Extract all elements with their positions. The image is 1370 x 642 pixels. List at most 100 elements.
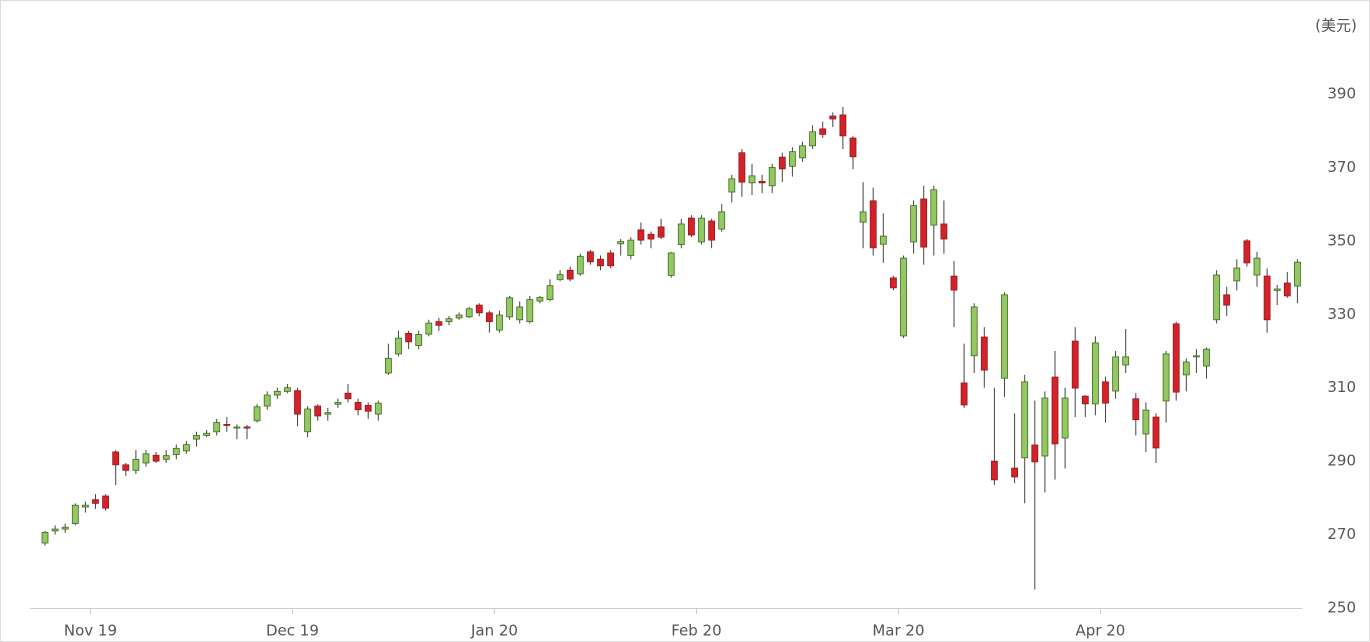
candle-body-up [1092, 342, 1099, 405]
candle-body-up [1273, 288, 1281, 291]
candle-body-down [92, 499, 99, 504]
candle-body-down [314, 405, 322, 417]
candle-body-down [354, 401, 362, 411]
candle-body-up [627, 239, 635, 256]
candle-body-up [51, 528, 59, 532]
candle-body-up [506, 297, 514, 318]
candle-body-up [1193, 355, 1200, 358]
candle-body-down [829, 115, 837, 120]
candle-body-up [698, 217, 705, 243]
candle-body-up [263, 394, 271, 407]
candle-body-down [1051, 376, 1059, 445]
candle-body-up [1182, 361, 1190, 376]
candle-body-down [1283, 282, 1291, 297]
y-axis-unit: (美元) [1315, 17, 1357, 35]
x-tick-label: Dec 19 [266, 622, 319, 640]
candle-body-up [789, 151, 796, 167]
candle-body-up [526, 299, 534, 323]
candle-body-up [253, 406, 261, 422]
candle-body-down [869, 200, 877, 249]
candle-body-down [1011, 467, 1018, 478]
candle-body-up [859, 211, 867, 223]
candle-body-down [587, 251, 594, 263]
candle-body-up [445, 318, 453, 323]
candle-body-down [950, 275, 958, 291]
candle-body-up [970, 306, 978, 357]
candle-body-down [778, 156, 786, 170]
candle-body-up [142, 453, 150, 464]
candle-body-down [1132, 398, 1140, 421]
candle-body-down [1223, 294, 1231, 306]
candle-body-up [71, 504, 79, 524]
candle-body-up [415, 334, 423, 346]
candle-body-down [849, 137, 857, 158]
candle-body-up [203, 432, 211, 436]
x-tick-label: Jan 20 [470, 622, 518, 640]
candle-body-up [41, 531, 49, 544]
candle-body-down [890, 277, 897, 289]
candle-body-down [344, 392, 352, 400]
candle-body-down [223, 424, 231, 426]
candle-body-down [1081, 395, 1089, 405]
candle-body-up [748, 175, 756, 184]
candle-body-up [677, 223, 685, 245]
candle-body-up [1213, 274, 1220, 321]
candle-body-up [809, 131, 816, 147]
y-tick-label: 370 [1327, 158, 1356, 176]
candle-body-up [304, 408, 312, 433]
candle-body-up [536, 296, 544, 302]
candle-body-up [1021, 381, 1029, 459]
candle-body-up [1122, 356, 1130, 366]
candle-body-up [910, 205, 917, 243]
candle-body-down [475, 304, 483, 314]
x-tick-label: Apr 20 [1076, 622, 1126, 640]
candle-body-down [738, 152, 746, 183]
candle-body-down [940, 223, 948, 240]
candle-body-down [1031, 444, 1039, 463]
candle-body-up [455, 314, 463, 319]
candle-body-up [718, 211, 726, 230]
candle-body-up [273, 390, 281, 396]
candle-body-down [960, 382, 968, 406]
candle-body-up [1061, 397, 1069, 439]
candle-body-up [556, 274, 564, 280]
candle-body-up [799, 145, 806, 159]
candle-body-up [667, 252, 675, 276]
x-tick-label: Mar 20 [872, 622, 924, 640]
candle-body-up [496, 314, 503, 331]
y-tick-label: 390 [1327, 85, 1356, 103]
candle-body-up [617, 241, 625, 245]
candle-body-up [1041, 397, 1049, 457]
candle-body-up [1294, 261, 1301, 287]
candle-body-up [900, 257, 907, 337]
candle-body-down [566, 269, 574, 280]
candle-body-up [1112, 356, 1119, 392]
candle-body-down [839, 114, 847, 137]
candle-body-up [1001, 294, 1008, 379]
candle-body-down [657, 226, 665, 238]
y-tick-label: 310 [1327, 378, 1356, 396]
candle-body-up [132, 458, 140, 471]
candle-body-up [516, 306, 524, 321]
candle-body-down [1243, 240, 1251, 264]
candle-body-up [1162, 353, 1170, 402]
candle-body-up [334, 401, 342, 405]
candle-body-down [688, 217, 695, 236]
candle-body-down [607, 252, 614, 267]
x-tick-label: Nov 19 [64, 622, 117, 640]
candle-body-down [1152, 416, 1160, 449]
candle-body-up [576, 255, 584, 275]
candle-body-down [920, 198, 928, 248]
candle-body-down [152, 454, 160, 462]
y-tick-label: 350 [1327, 231, 1356, 249]
candle-body-up [546, 285, 554, 300]
candle-body-down [819, 128, 827, 135]
candle-body-up [395, 337, 402, 355]
candle-body-down [647, 233, 655, 240]
candle-body-down [637, 229, 645, 241]
candle-body-down [435, 321, 443, 326]
candle-body-up [193, 435, 200, 440]
candle-body-up [162, 455, 170, 460]
candle-body-up [728, 178, 736, 193]
candle-body-down [1102, 381, 1109, 404]
